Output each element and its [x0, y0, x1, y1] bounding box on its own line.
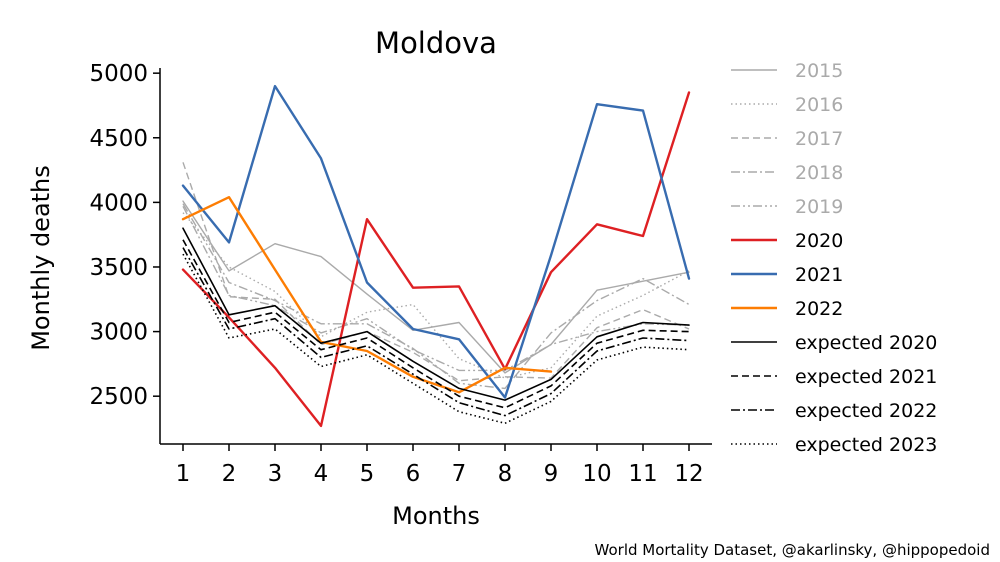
y-tick-label: 5000	[89, 61, 148, 87]
source-credit: World Mortality Dataset, @akarlinsky, @h…	[595, 541, 990, 559]
x-tick-label: 9	[544, 461, 559, 487]
legend-label: 2016	[795, 94, 843, 116]
x-tick-label: 12	[674, 461, 703, 487]
x-tick-label: 3	[268, 461, 283, 487]
y-tick-label: 4000	[89, 190, 148, 216]
legend-label: 2021	[795, 264, 843, 286]
legend-label: expected 2023	[795, 434, 937, 456]
legend-item: 2017	[731, 128, 843, 150]
x-tick-label: 5	[360, 461, 375, 487]
y-tick-label: 2500	[89, 384, 148, 410]
series-line-2022	[181, 195, 553, 394]
legend-label: 2015	[795, 60, 843, 82]
series-line-2020	[181, 91, 691, 428]
chart-title: Moldova	[375, 26, 497, 60]
legend-item: 2020	[731, 230, 843, 252]
legend-label: 2018	[795, 162, 843, 184]
series-line-2019	[182, 205, 690, 372]
x-axis: 1 2 3 4 5 6 7 8 9 10 11 12	[160, 443, 712, 487]
y-axis: 2500 3000 3500 4000 4500 5000	[89, 61, 161, 444]
legend-item: 2022	[731, 298, 843, 320]
x-tick-label: 11	[628, 461, 657, 487]
legend-item: 2016	[731, 94, 843, 116]
x-tick-label: 10	[582, 461, 611, 487]
x-axis-label: Months	[392, 502, 480, 530]
legend-label: 2020	[795, 230, 843, 252]
series-line-2017	[182, 162, 690, 382]
x-tick-label: 7	[452, 461, 467, 487]
series-line-2021	[181, 84, 691, 399]
legend: 2015 2016 2017 2018 2019 2020 2021 2022 expected…	[731, 60, 937, 456]
legend-item: expected 2021	[731, 366, 937, 388]
plot-area	[181, 84, 691, 428]
x-tick-label: 8	[498, 461, 513, 487]
x-tick-label: 4	[314, 461, 329, 487]
legend-item: 2019	[731, 196, 843, 218]
legend-label: expected 2020	[795, 332, 937, 354]
series-line-2016	[182, 212, 690, 379]
y-tick-label: 3000	[89, 320, 148, 346]
series-line-expected-2022	[182, 247, 690, 417]
legend-item: expected 2023	[731, 434, 937, 456]
legend-label: expected 2022	[795, 400, 937, 422]
legend-label: 2017	[795, 128, 843, 150]
series-line-expected-2021	[182, 239, 690, 409]
series-line-expected-2020	[182, 227, 690, 401]
legend-item: 2021	[731, 264, 843, 286]
legend-item: expected 2022	[731, 400, 937, 422]
legend-label: expected 2021	[795, 366, 937, 388]
series-line-2015	[182, 200, 690, 374]
legend-item: 2015	[731, 60, 843, 82]
legend-label: 2019	[795, 196, 843, 218]
y-tick-label: 3500	[89, 255, 148, 281]
x-tick-label: 1	[176, 461, 191, 487]
legend-item: 2018	[731, 162, 843, 184]
legend-item: expected 2020	[731, 332, 937, 354]
series-line-2018	[182, 203, 690, 390]
y-axis-label: Monthly deaths	[27, 165, 55, 351]
legend-label: 2022	[795, 298, 843, 320]
x-tick-label: 6	[406, 461, 421, 487]
y-tick-label: 4500	[89, 126, 148, 152]
x-tick-label: 2	[222, 461, 237, 487]
series-line-expected-2023	[182, 253, 690, 425]
